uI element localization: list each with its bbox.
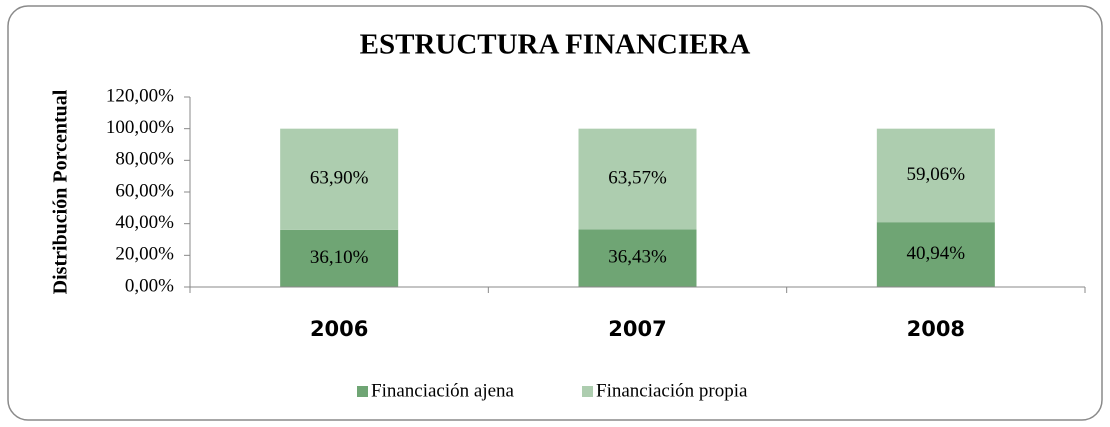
y-tick-label: 80,00% — [115, 149, 174, 170]
bar-segment — [578, 229, 697, 287]
legend-swatch — [357, 386, 368, 397]
y-tick-label: 0,00% — [125, 275, 174, 296]
value-label: 36,10% — [310, 247, 369, 268]
y-tick-label: 100,00% — [106, 117, 174, 138]
value-label: 63,57% — [608, 167, 667, 188]
value-label: 63,90% — [310, 168, 369, 189]
y-tick-label: 20,00% — [115, 244, 174, 265]
x-tick-label: 2007 — [608, 317, 666, 341]
legend-swatch — [582, 386, 593, 397]
value-label: 40,94% — [907, 243, 966, 264]
y-tick-label: 60,00% — [115, 180, 174, 201]
legend-label: Financiación propia — [596, 380, 748, 401]
chart-border — [7, 5, 1103, 421]
x-tick-label: 2006 — [310, 317, 368, 341]
y-axis-label: Distribución Porcentual — [50, 89, 72, 294]
x-tick-label: 2008 — [907, 317, 965, 341]
legend-label: Financiación ajena — [371, 380, 515, 401]
value-label: 36,43% — [608, 247, 667, 268]
bar-segment — [578, 128, 697, 230]
chart-title: ESTRUCTURA FINANCIERA — [360, 29, 751, 61]
y-tick-label: 40,00% — [115, 212, 174, 233]
y-tick-label: 120,00% — [106, 85, 174, 106]
bar-segment — [280, 229, 399, 287]
value-label: 59,06% — [907, 164, 966, 185]
bar-segment — [280, 128, 399, 230]
bar-segment — [876, 222, 995, 287]
bar-segment — [876, 128, 995, 223]
